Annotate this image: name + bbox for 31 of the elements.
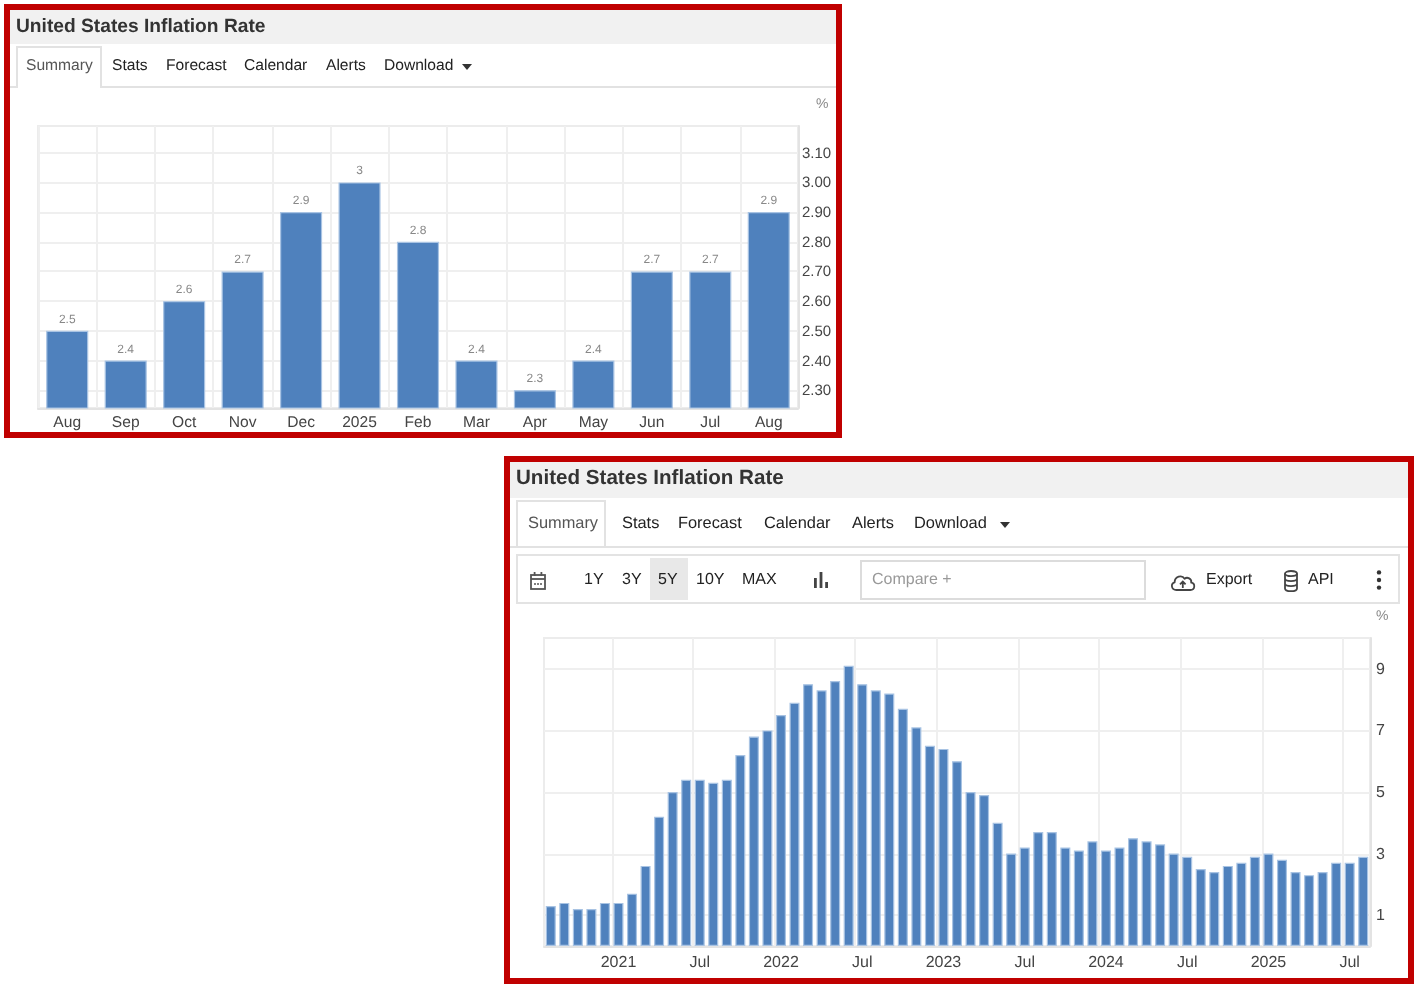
text: Alerts (852, 513, 894, 533)
text: 5Y (658, 570, 678, 588)
text: Summary (528, 513, 599, 533)
x-tick-label: Jul (1014, 953, 1036, 971)
y-tick-label: 5 (1376, 783, 1386, 801)
chart-title: United States Inflation Rate (516, 468, 784, 492)
y-tick-label: 3 (1376, 844, 1386, 863)
chart-title: United States Inflation Rate (16, 15, 266, 38)
y-tick-label: 9 (1376, 659, 1386, 678)
x-tick-label: 2024 (1088, 953, 1125, 971)
text: Calendar (764, 513, 831, 533)
text: MAX (742, 570, 777, 588)
x-tick-label: 2025 (1250, 953, 1288, 971)
text: Download (914, 513, 987, 533)
y-tick-label: 1 (1376, 906, 1386, 925)
x-tick-label: Jul (851, 953, 873, 971)
text: Compare + (872, 570, 952, 588)
text: Forecast (678, 513, 742, 533)
text: Export (1206, 570, 1253, 588)
text: 3Y (622, 570, 642, 588)
text: 1Y (584, 570, 604, 588)
x-tick-label: 2023 (925, 953, 963, 971)
text: 10Y (696, 570, 725, 588)
x-tick-label: Jul (1339, 953, 1361, 971)
x-tick-label: 2022 (763, 953, 800, 971)
x-tick-label: Jul (689, 953, 711, 971)
y-tick-label: 7 (1376, 721, 1386, 740)
x-tick-label: Jul (1176, 953, 1198, 971)
text: Stats (622, 513, 660, 533)
text: API (1308, 570, 1334, 588)
x-tick-label: 2021 (600, 953, 638, 971)
